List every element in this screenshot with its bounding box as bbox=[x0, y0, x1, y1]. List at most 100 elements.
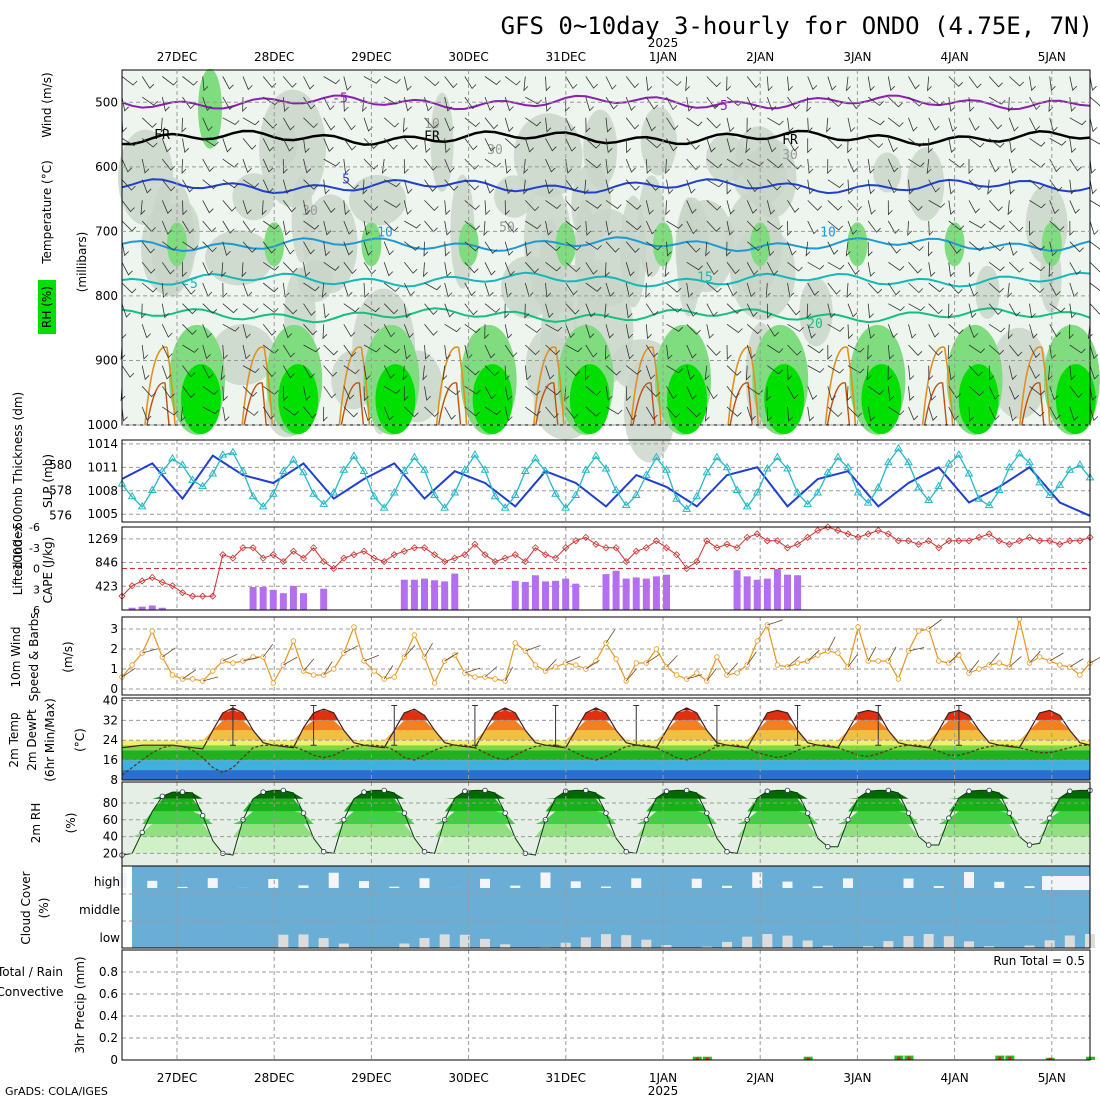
cloud-low-gap bbox=[782, 935, 793, 948]
wind-barb bbox=[141, 138, 158, 148]
wind-barb bbox=[242, 179, 259, 188]
thickness-point bbox=[258, 501, 268, 510]
wind-barb bbox=[787, 241, 797, 256]
contour-label: -5 bbox=[332, 91, 348, 106]
li-point bbox=[804, 533, 812, 541]
cape-bar bbox=[743, 576, 751, 610]
wind-barb bbox=[343, 365, 360, 375]
li-point bbox=[783, 544, 792, 552]
wind-speed-point bbox=[1057, 662, 1063, 668]
wind-barb bbox=[323, 117, 336, 131]
wind-barbs-axis-label: Speed & Barbs bbox=[27, 613, 41, 702]
wind-barb-10m bbox=[464, 667, 481, 674]
wind-barb bbox=[504, 344, 518, 358]
rh-point bbox=[462, 788, 468, 794]
li-point bbox=[370, 554, 378, 562]
wind-barb bbox=[484, 96, 495, 111]
cape-bar bbox=[451, 573, 459, 610]
rh-axis-label: RH (%) bbox=[40, 286, 54, 328]
li-point bbox=[965, 537, 973, 545]
date-label-top: 2JAN bbox=[746, 50, 774, 64]
thickness-point bbox=[601, 464, 611, 472]
wind-barb bbox=[705, 241, 710, 257]
wind-barb bbox=[282, 117, 295, 131]
wind-barb bbox=[706, 344, 721, 356]
wind-barb bbox=[1029, 241, 1045, 251]
thickness-tick: 576 bbox=[49, 509, 72, 523]
rh-blob-saturated bbox=[278, 364, 319, 435]
thickness-point bbox=[531, 453, 540, 462]
wind-barb bbox=[565, 220, 582, 231]
wind-barb bbox=[605, 117, 612, 133]
wind-barb bbox=[948, 324, 964, 335]
wind-barb-10m bbox=[262, 643, 274, 658]
rh-blob-saturated bbox=[764, 364, 805, 435]
wind-barb bbox=[585, 158, 602, 169]
wind-barb bbox=[383, 324, 396, 338]
thickness-point bbox=[389, 487, 399, 496]
rh-point bbox=[1067, 788, 1073, 794]
thickness-point bbox=[500, 503, 510, 511]
li-point bbox=[279, 558, 287, 566]
thickness-point bbox=[369, 491, 379, 500]
wind-barb bbox=[1029, 324, 1038, 339]
wind-barb bbox=[383, 282, 400, 292]
thickness-point bbox=[883, 457, 893, 466]
cape-bar bbox=[663, 574, 670, 610]
isotherm-hot-arc bbox=[923, 382, 948, 426]
wind-barb bbox=[444, 200, 451, 216]
thickness-point bbox=[551, 489, 560, 497]
rh-blob bbox=[676, 197, 702, 317]
wind-barb-10m bbox=[565, 656, 581, 664]
cloud-low-gap bbox=[863, 946, 874, 948]
rh-point bbox=[1006, 810, 1013, 816]
thickness-point bbox=[198, 481, 208, 490]
wind-barb bbox=[928, 179, 940, 193]
wind-barb bbox=[565, 324, 575, 339]
cloud-low-gap bbox=[1024, 945, 1035, 948]
cape-bar bbox=[269, 589, 277, 610]
wind-barb bbox=[444, 220, 452, 236]
wind-barb bbox=[686, 117, 703, 127]
wind-barb bbox=[625, 241, 640, 253]
thickness-point bbox=[631, 490, 641, 499]
wind-barb bbox=[645, 200, 654, 215]
temp-band bbox=[122, 745, 1090, 751]
wind-barb bbox=[222, 282, 228, 298]
rh-blob-saturated bbox=[667, 364, 707, 435]
wind-barb bbox=[161, 158, 176, 171]
wind-barb bbox=[282, 159, 288, 175]
cloud-low-gap bbox=[500, 944, 511, 948]
wind-barb bbox=[182, 220, 194, 234]
wind-barb bbox=[343, 179, 359, 190]
wind-barb bbox=[422, 365, 428, 381]
wind-barb bbox=[464, 262, 479, 274]
wind-barb bbox=[706, 96, 720, 110]
wind-barb bbox=[1069, 97, 1076, 112]
millibars-axis-label: (millibars) bbox=[75, 232, 89, 293]
wind-barb bbox=[1069, 179, 1076, 195]
wind-barb bbox=[180, 406, 186, 422]
wind-barb bbox=[565, 179, 579, 192]
wind-barb bbox=[303, 406, 317, 419]
wind-barb bbox=[262, 179, 274, 194]
wind-barb bbox=[343, 159, 350, 174]
wind-barb bbox=[746, 76, 761, 88]
wind-barb bbox=[1029, 344, 1041, 359]
wind-barb bbox=[908, 96, 924, 107]
wind-barb bbox=[504, 96, 514, 112]
isotherm-hot-arc bbox=[826, 382, 851, 426]
wind-barb bbox=[887, 365, 893, 381]
wind-barb bbox=[242, 406, 259, 416]
wind-barb bbox=[363, 303, 380, 313]
wind-barb bbox=[363, 406, 373, 422]
date-label-bottom: 31DEC bbox=[546, 1071, 586, 1085]
thickness-point bbox=[470, 450, 480, 458]
wind-barb bbox=[222, 76, 234, 90]
li-point bbox=[491, 558, 499, 566]
wind-barb bbox=[765, 282, 771, 299]
wind-barb bbox=[807, 365, 825, 373]
wind-barb bbox=[807, 386, 818, 401]
li-point bbox=[723, 540, 731, 548]
wind-barb bbox=[282, 282, 290, 298]
